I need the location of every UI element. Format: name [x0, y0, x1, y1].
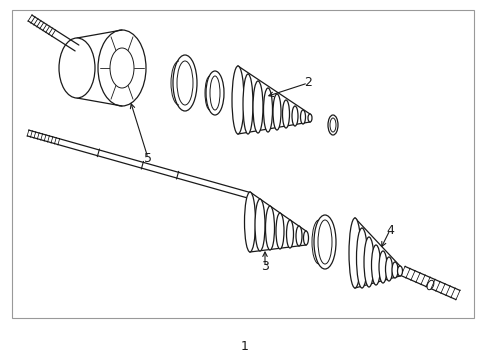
Ellipse shape	[253, 81, 263, 133]
Ellipse shape	[314, 215, 336, 269]
Ellipse shape	[232, 66, 244, 134]
Ellipse shape	[210, 76, 220, 110]
Ellipse shape	[266, 206, 274, 250]
Ellipse shape	[110, 48, 134, 88]
Ellipse shape	[318, 220, 332, 264]
Ellipse shape	[303, 231, 309, 245]
Ellipse shape	[173, 55, 197, 111]
Ellipse shape	[245, 192, 255, 252]
Ellipse shape	[427, 280, 434, 290]
Text: 4: 4	[386, 224, 394, 237]
Ellipse shape	[386, 257, 392, 281]
Ellipse shape	[273, 94, 281, 130]
Text: 1: 1	[241, 341, 249, 354]
Ellipse shape	[300, 110, 305, 124]
Ellipse shape	[328, 115, 338, 135]
Ellipse shape	[330, 118, 336, 132]
Ellipse shape	[296, 226, 302, 246]
Ellipse shape	[243, 74, 253, 134]
Ellipse shape	[287, 220, 294, 248]
Text: 3: 3	[261, 261, 269, 274]
Ellipse shape	[59, 38, 95, 98]
Ellipse shape	[98, 30, 146, 106]
Ellipse shape	[392, 262, 398, 278]
Ellipse shape	[292, 106, 298, 126]
Ellipse shape	[177, 61, 193, 105]
Bar	[12, 10, 474, 318]
Ellipse shape	[264, 88, 272, 132]
Ellipse shape	[255, 199, 265, 251]
Ellipse shape	[349, 218, 361, 288]
Ellipse shape	[379, 251, 387, 283]
Ellipse shape	[371, 245, 381, 285]
Ellipse shape	[364, 237, 374, 287]
Ellipse shape	[276, 213, 284, 249]
Ellipse shape	[206, 71, 224, 115]
Text: 5: 5	[144, 152, 152, 165]
Ellipse shape	[397, 266, 402, 276]
Ellipse shape	[283, 100, 290, 128]
Ellipse shape	[308, 114, 312, 122]
Ellipse shape	[357, 228, 368, 288]
Text: 2: 2	[304, 77, 312, 90]
